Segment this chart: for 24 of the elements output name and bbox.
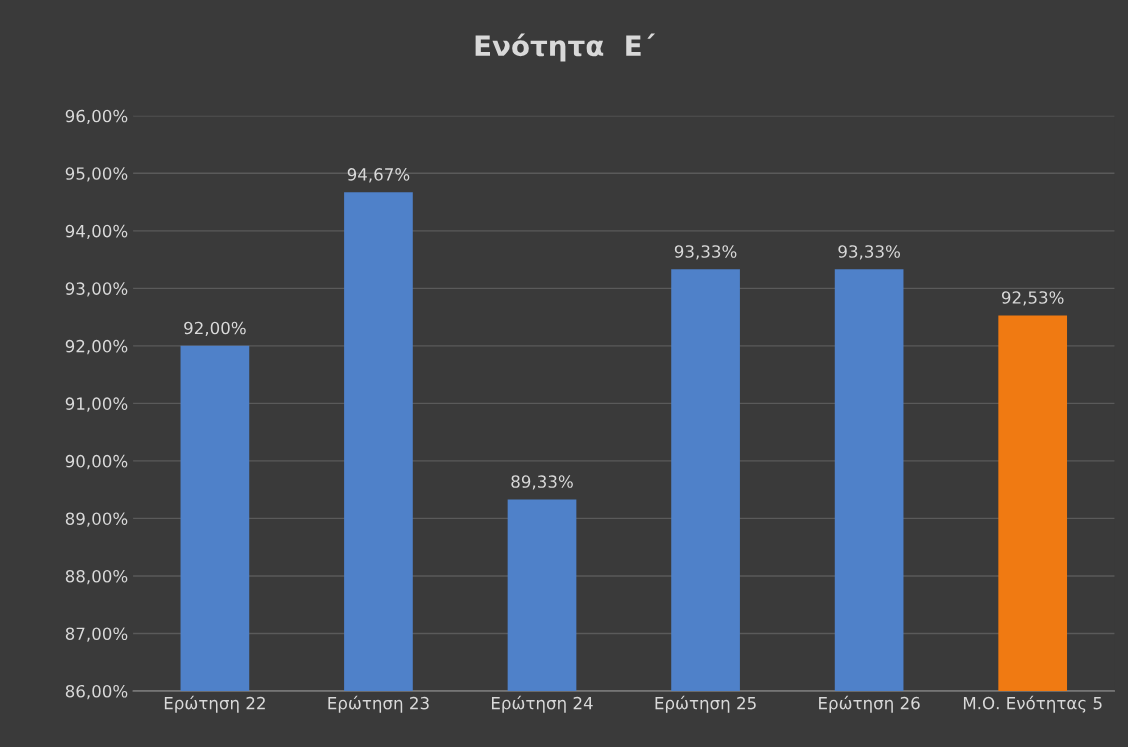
y-tick-label: 89,00% xyxy=(65,512,128,527)
x-tick-label: Μ.Ο. Ενότητας 5 xyxy=(963,695,1102,713)
y-tick-label: 87,00% xyxy=(65,627,128,642)
x-tick-label: Ερώτηση 26 xyxy=(819,695,920,713)
x-tick-label: Ερώτηση 25 xyxy=(655,695,756,713)
data-label: 92,00% xyxy=(184,321,246,336)
chart-title: Ενότητα Ε΄ xyxy=(475,33,656,62)
y-tick-label: 91,00% xyxy=(65,397,128,412)
y-tick-label: 95,00% xyxy=(65,167,128,182)
y-tick-label: 88,00% xyxy=(65,569,128,585)
y-tick-label: 90,00% xyxy=(65,454,128,470)
data-label: 92,53% xyxy=(1001,291,1064,306)
data-label: 93,33% xyxy=(674,245,737,260)
x-tick-label: Ερώτηση 23 xyxy=(328,695,429,713)
y-tick-label: 93,00% xyxy=(65,282,128,297)
data-label: 94,67% xyxy=(347,168,410,183)
data-label: 93,33% xyxy=(838,245,900,260)
y-tick-label: 94,00% xyxy=(65,224,128,240)
y-tick-label: 96,00% xyxy=(65,109,128,125)
y-tick-label: 92,00% xyxy=(65,339,128,355)
x-tick-label: Ερώτηση 24 xyxy=(491,695,593,713)
y-tick-label: 86,00% xyxy=(65,684,128,700)
data-label: 89,33% xyxy=(511,475,573,490)
x-tick-label: Ερώτηση 22 xyxy=(164,695,265,713)
